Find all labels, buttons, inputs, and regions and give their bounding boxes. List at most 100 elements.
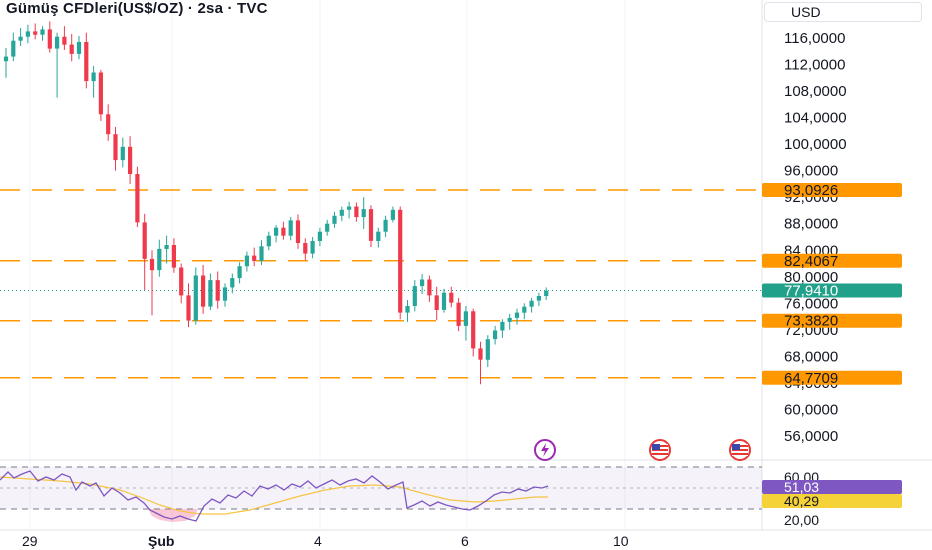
candle-body: [135, 174, 140, 223]
candle-up[interactable]: [40, 26, 45, 41]
candle-up[interactable]: [325, 219, 330, 236]
candle-down[interactable]: [252, 247, 257, 267]
candle-down[interactable]: [149, 250, 155, 316]
candle-up[interactable]: [485, 335, 490, 367]
candle-up[interactable]: [507, 313, 512, 330]
candle-up[interactable]: [361, 197, 366, 229]
candle-up[interactable]: [91, 65, 96, 98]
candle-body: [303, 243, 308, 254]
candle-up[interactable]: [288, 217, 293, 241]
candle-up[interactable]: [405, 300, 410, 322]
candle-up[interactable]: [412, 280, 417, 312]
candle-up[interactable]: [120, 137, 125, 168]
candle-body: [500, 321, 505, 331]
candle-up[interactable]: [266, 231, 271, 251]
candle-up[interactable]: [463, 306, 468, 341]
candle-body: [149, 258, 155, 271]
candle-down[interactable]: [186, 283, 191, 328]
candle-up[interactable]: [259, 240, 264, 265]
candle-down[interactable]: [47, 21, 52, 53]
candle-up[interactable]: [18, 28, 23, 46]
candle-body: [230, 278, 235, 288]
us-flag-icon[interactable]: [729, 439, 751, 461]
candle-up[interactable]: [274, 225, 279, 243]
candle-up[interactable]: [339, 206, 344, 222]
candle-up[interactable]: [164, 235, 169, 264]
candle-down[interactable]: [106, 104, 111, 141]
candle-body: [3, 56, 9, 62]
candle-up[interactable]: [55, 32, 60, 98]
candle-down[interactable]: [478, 341, 483, 385]
price-axis[interactable]: 116,0000 112,0000 108,0000 104,0000 100,0000…: [762, 30, 902, 445]
candle-up[interactable]: [230, 273, 235, 294]
candle-up[interactable]: [244, 251, 249, 272]
candle-up[interactable]: [193, 267, 198, 325]
candle-up[interactable]: [317, 227, 322, 247]
candle-down[interactable]: [398, 206, 403, 320]
candle-down[interactable]: [128, 136, 133, 184]
candle-up[interactable]: [514, 308, 520, 325]
candle-up[interactable]: [420, 274, 425, 294]
candle-down[interactable]: [69, 34, 74, 62]
candle-up[interactable]: [157, 239, 162, 277]
candlestick-series[interactable]: [3, 21, 549, 385]
candle-up[interactable]: [222, 283, 228, 307]
candle-up[interactable]: [3, 48, 9, 78]
candle-down[interactable]: [427, 275, 432, 303]
candle-up[interactable]: [25, 24, 30, 44]
candle-down[interactable]: [62, 26, 67, 50]
candle-body: [157, 248, 162, 271]
candle-down[interactable]: [84, 32, 89, 89]
candle-up[interactable]: [208, 273, 213, 311]
lightning-icon[interactable]: [534, 439, 556, 461]
rsi-axis[interactable]: 60,00 20,00 51,03 40,29: [762, 469, 902, 528]
time-axis[interactable]: 29 Şub 4 6 10: [22, 533, 629, 549]
candle-up[interactable]: [76, 36, 82, 60]
candle-down[interactable]: [33, 23, 38, 40]
candle-up[interactable]: [536, 292, 541, 306]
candle-down[interactable]: [456, 298, 461, 332]
event-icons[interactable]: [534, 439, 751, 461]
candle-down[interactable]: [98, 69, 103, 121]
candle-up[interactable]: [11, 32, 16, 62]
candle-body: [390, 209, 395, 220]
candle-down[interactable]: [449, 286, 454, 308]
candle-up[interactable]: [310, 237, 315, 259]
candle-down[interactable]: [295, 214, 301, 249]
level-price-label: 64,7709: [784, 370, 838, 387]
candle-down[interactable]: [281, 221, 286, 240]
candle-down[interactable]: [201, 264, 206, 314]
currency-selector[interactable]: USD: [764, 2, 922, 22]
candle-down[interactable]: [142, 213, 147, 291]
us-flag-icon[interactable]: [649, 439, 671, 461]
candle-up[interactable]: [390, 206, 395, 223]
candle-down[interactable]: [471, 308, 476, 357]
candle-down[interactable]: [368, 205, 374, 247]
candle-body: [347, 206, 352, 210]
candle-up[interactable]: [529, 298, 534, 313]
candle-down[interactable]: [215, 271, 220, 309]
candle-body: [142, 222, 147, 259]
candle-down[interactable]: [113, 126, 118, 171]
candle-up[interactable]: [493, 325, 498, 345]
candle-down[interactable]: [179, 263, 184, 304]
candle-body: [332, 215, 337, 224]
candle-up[interactable]: [544, 287, 549, 300]
candle-up[interactable]: [500, 319, 505, 338]
candle-up[interactable]: [332, 211, 337, 228]
rsi-pane[interactable]: [0, 466, 762, 522]
candle-down[interactable]: [354, 202, 359, 222]
candle-down[interactable]: [434, 286, 439, 320]
candle-down[interactable]: [303, 238, 308, 261]
candle-body: [113, 134, 118, 161]
candle-up[interactable]: [376, 227, 381, 248]
candle-up[interactable]: [237, 262, 242, 284]
candle-down[interactable]: [135, 166, 140, 228]
candle-up[interactable]: [441, 288, 447, 313]
candle-up[interactable]: [522, 303, 527, 320]
candle-down[interactable]: [171, 238, 176, 273]
candle-up[interactable]: [347, 201, 352, 219]
candle-up[interactable]: [383, 215, 388, 237]
candle-body: [493, 330, 498, 340]
